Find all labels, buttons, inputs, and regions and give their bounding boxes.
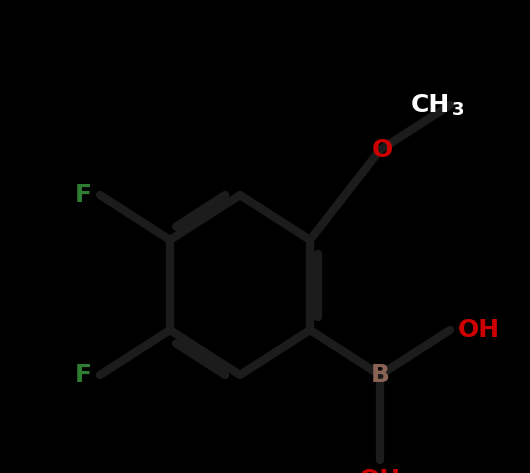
Text: F: F xyxy=(75,183,92,207)
Text: B: B xyxy=(370,363,390,387)
Text: OH: OH xyxy=(359,468,401,473)
Text: F: F xyxy=(75,363,92,387)
Text: O: O xyxy=(372,138,393,162)
Text: OH: OH xyxy=(458,318,500,342)
Text: 3: 3 xyxy=(452,101,464,119)
Text: CH: CH xyxy=(411,93,450,117)
